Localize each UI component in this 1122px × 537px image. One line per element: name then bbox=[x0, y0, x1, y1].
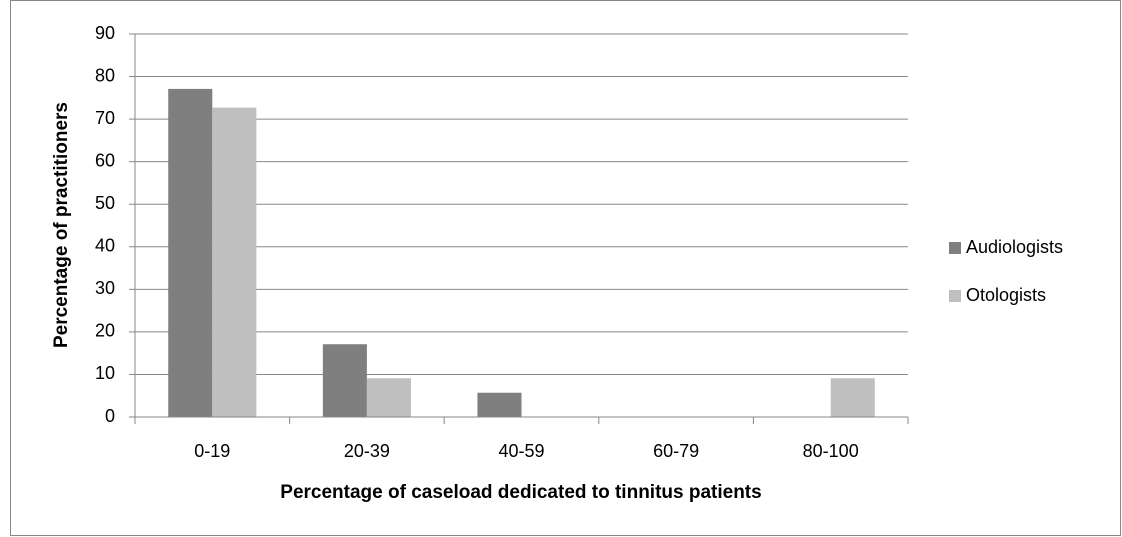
y-tick-label: 0 bbox=[105, 406, 115, 426]
y-tick-label: 70 bbox=[95, 108, 115, 128]
y-tick-label: 30 bbox=[95, 278, 115, 298]
y-tick-label: 50 bbox=[95, 193, 115, 213]
y-tick-label: 90 bbox=[95, 23, 115, 43]
bar bbox=[168, 88, 213, 417]
legend-swatch bbox=[949, 242, 961, 254]
bar bbox=[212, 107, 257, 418]
y-tick-label: 80 bbox=[95, 65, 115, 85]
x-tick-label: 20-39 bbox=[344, 441, 390, 461]
bar bbox=[366, 378, 411, 417]
y-tick-label: 20 bbox=[95, 321, 115, 341]
x-tick-label: 60-79 bbox=[653, 441, 699, 461]
bar bbox=[830, 378, 875, 417]
legend-label: Otologists bbox=[966, 285, 1046, 305]
bar bbox=[322, 344, 367, 417]
legend-label: Audiologists bbox=[966, 237, 1063, 257]
x-tick-label: 40-59 bbox=[498, 441, 544, 461]
bar bbox=[477, 392, 522, 417]
y-axis-title: Percentage of practitioners bbox=[51, 102, 72, 348]
x-tick-label: 0-19 bbox=[194, 441, 230, 461]
y-tick-label: 40 bbox=[95, 236, 115, 256]
x-axis-title: Percentage of caseload dedicated to tinn… bbox=[280, 482, 761, 503]
x-tick-label: 80-100 bbox=[803, 441, 859, 461]
y-tick-label: 10 bbox=[95, 363, 115, 383]
y-tick-label: 60 bbox=[95, 150, 115, 170]
legend-swatch bbox=[949, 290, 961, 302]
